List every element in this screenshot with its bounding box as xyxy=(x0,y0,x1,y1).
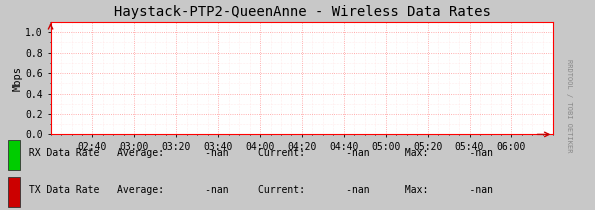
Y-axis label: Mbps: Mbps xyxy=(12,66,23,91)
Title: Haystack-PTP2-QueenAnne - Wireless Data Rates: Haystack-PTP2-QueenAnne - Wireless Data … xyxy=(114,5,490,20)
Text: RRDTOOL / TOBI OETIKER: RRDTOOL / TOBI OETIKER xyxy=(566,59,572,153)
Bar xyxy=(8,177,20,207)
Text: TX Data Rate   Average:       -nan     Current:       -nan      Max:       -nan: TX Data Rate Average: -nan Current: -nan… xyxy=(23,185,493,195)
Bar xyxy=(8,140,20,170)
Text: RX Data Rate   Average:       -nan     Current:       -nan      Max:       -nan: RX Data Rate Average: -nan Current: -nan… xyxy=(23,148,493,158)
